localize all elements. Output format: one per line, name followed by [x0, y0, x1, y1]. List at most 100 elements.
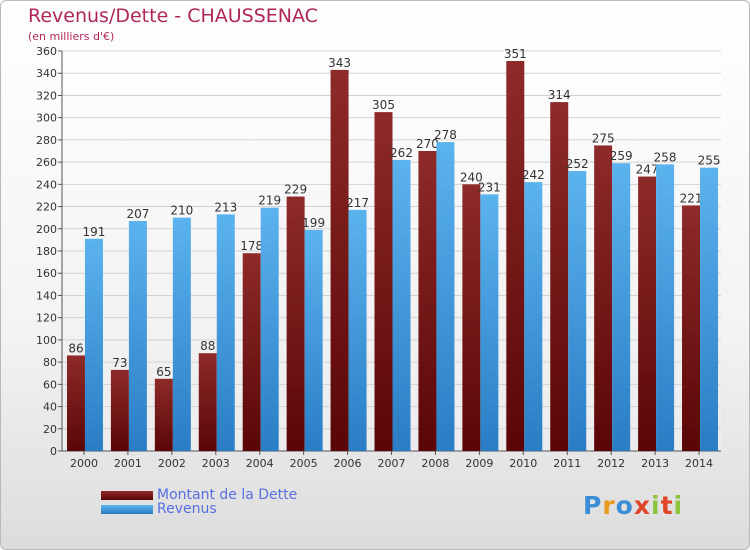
bar-dette	[682, 205, 701, 451]
x-tick-label: 2003	[202, 457, 230, 470]
bar-dette	[462, 184, 481, 452]
y-tick-label: 180	[36, 245, 57, 258]
bar-dette	[110, 369, 129, 451]
data-label: 86	[68, 341, 83, 355]
legend-swatch-debt	[101, 490, 153, 500]
bar-revenus	[260, 207, 279, 451]
x-tick-label: 2013	[641, 457, 669, 470]
logo-letter: r	[602, 491, 616, 520]
y-tick-label: 260	[36, 156, 57, 169]
x-tick-label: 2005	[290, 457, 318, 470]
x-tick-label: 2014	[685, 457, 713, 470]
data-label: 229	[284, 183, 307, 197]
bar-revenus	[656, 164, 675, 452]
data-label: 270	[416, 137, 439, 151]
legend-item-debt: Montant de la Dette	[101, 487, 298, 503]
bar-revenus	[524, 182, 543, 451]
x-tick-label: 2001	[114, 457, 142, 470]
bar-revenus	[348, 209, 367, 451]
data-label: 255	[698, 154, 721, 168]
data-label: 252	[566, 157, 589, 171]
x-tick-label: 2011	[553, 457, 581, 470]
legend-swatch-revenus	[101, 504, 153, 514]
bar-dette	[154, 378, 173, 451]
data-label: 305	[372, 98, 395, 112]
data-label: 240	[460, 170, 483, 184]
data-label: 247	[636, 163, 659, 177]
data-label: 231	[478, 180, 501, 194]
bar-dette	[66, 355, 85, 451]
bar-dette	[198, 353, 217, 451]
proxiti-logo: Proxiti	[583, 491, 683, 520]
x-tick-label: 2012	[597, 457, 625, 470]
data-label: 73	[112, 356, 127, 370]
data-label: 343	[328, 56, 351, 70]
logo-letter: P	[583, 491, 603, 520]
bar-revenus	[436, 142, 455, 451]
y-tick-label: 140	[36, 289, 57, 302]
bar-revenus	[700, 167, 719, 451]
logo-letter: o	[615, 491, 634, 520]
bar-dette	[242, 253, 261, 451]
y-tick-label: 200	[36, 223, 57, 236]
bar-revenus	[172, 217, 191, 451]
bar-revenus	[304, 229, 323, 451]
bar-revenus	[392, 159, 411, 451]
x-tick-label: 2002	[158, 457, 186, 470]
bar-dette	[330, 69, 349, 451]
y-tick-label: 20	[43, 423, 57, 436]
data-label: 219	[258, 194, 281, 208]
y-tick-label: 360	[36, 45, 57, 58]
data-label: 242	[522, 168, 545, 182]
y-tick-label: 220	[36, 201, 57, 214]
bar-revenus	[612, 163, 631, 451]
bar-revenus	[568, 171, 587, 451]
y-tick-label: 340	[36, 67, 57, 80]
x-tick-label: 2008	[421, 457, 449, 470]
data-label: 221	[680, 191, 703, 205]
data-label: 178	[240, 239, 263, 253]
data-label: 207	[126, 207, 149, 221]
x-tick-label: 2010	[509, 457, 537, 470]
chart-subtitle: (en milliers d'€)	[28, 30, 115, 43]
x-tick-label: 2000	[70, 457, 98, 470]
y-tick-label: 100	[36, 334, 57, 347]
data-label: 258	[654, 150, 677, 164]
y-tick-label: 120	[36, 312, 57, 325]
bar-revenus	[84, 238, 103, 451]
y-tick-label: 240	[36, 178, 57, 191]
data-label: 213	[214, 200, 237, 214]
bar-dette	[550, 102, 569, 451]
y-tick-label: 300	[36, 112, 57, 125]
y-tick-label: 60	[43, 378, 57, 391]
x-tick-label: 2004	[246, 457, 274, 470]
data-label: 191	[83, 225, 106, 239]
data-label: 65	[156, 365, 171, 379]
y-tick-label: 40	[43, 401, 57, 414]
y-tick-label: 160	[36, 267, 57, 280]
bar-dette	[638, 176, 657, 452]
data-label: 217	[346, 196, 369, 210]
bar-dette	[374, 112, 393, 451]
bar-dette	[418, 151, 437, 451]
bar-revenus	[216, 214, 235, 451]
legend-item-revenus: Revenus	[101, 501, 217, 517]
data-label: 210	[170, 204, 193, 218]
data-label: 314	[548, 88, 571, 102]
legend-label-revenus: Revenus	[157, 501, 217, 517]
bar-dette	[286, 196, 305, 451]
y-tick-label: 0	[50, 445, 57, 458]
y-tick-label: 80	[43, 356, 57, 369]
x-tick-label: 2007	[378, 457, 406, 470]
bar-revenus	[480, 194, 499, 452]
logo-letter: i	[673, 491, 684, 520]
data-label: 275	[592, 131, 615, 145]
logo-letter: i	[651, 491, 661, 520]
legend-label-debt: Montant de la Dette	[157, 487, 298, 503]
data-label: 351	[504, 47, 527, 61]
x-tick-label: 2006	[334, 457, 362, 470]
bar-revenus	[128, 221, 147, 451]
y-tick-label: 320	[36, 89, 57, 102]
